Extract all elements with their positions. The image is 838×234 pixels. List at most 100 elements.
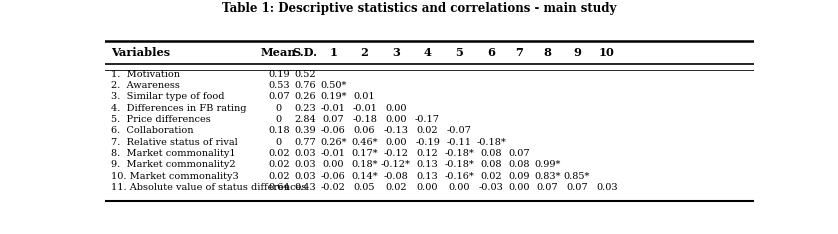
Text: 0.07: 0.07 (323, 115, 344, 124)
Text: 0.77: 0.77 (294, 138, 316, 147)
Text: 1.  Motivation: 1. Motivation (111, 69, 180, 79)
Text: 9.  Market commonality2: 9. Market commonality2 (111, 160, 235, 169)
Text: 8: 8 (544, 47, 551, 58)
Text: 0.39: 0.39 (294, 126, 316, 135)
Text: 0.02: 0.02 (268, 160, 290, 169)
Text: 0.12: 0.12 (416, 149, 438, 158)
Text: 5.  Price differences: 5. Price differences (111, 115, 211, 124)
Text: -0.12: -0.12 (383, 149, 408, 158)
Text: 0.08: 0.08 (509, 160, 530, 169)
Text: 0.19: 0.19 (268, 69, 290, 79)
Text: 0.06: 0.06 (354, 126, 375, 135)
Text: 0.18: 0.18 (268, 126, 290, 135)
Text: 0.05: 0.05 (354, 183, 375, 192)
Text: 0.76: 0.76 (294, 81, 316, 90)
Text: 0.50*: 0.50* (320, 81, 347, 90)
Text: -0.19: -0.19 (415, 138, 440, 147)
Text: 0.02: 0.02 (416, 126, 438, 135)
Text: 0.23: 0.23 (294, 104, 316, 113)
Text: 0.17*: 0.17* (351, 149, 378, 158)
Text: 5: 5 (456, 47, 463, 58)
Text: -0.18: -0.18 (352, 115, 377, 124)
Text: 0.14*: 0.14* (351, 172, 378, 181)
Text: 11. Absolute value of status differences: 11. Absolute value of status differences (111, 183, 307, 192)
Text: Table 1: Descriptive statistics and correlations - main study: Table 1: Descriptive statistics and corr… (222, 2, 616, 15)
Text: -0.18*: -0.18* (476, 138, 506, 147)
Text: 8.  Market commonality1: 8. Market commonality1 (111, 149, 235, 158)
Text: -0.03: -0.03 (478, 183, 504, 192)
Text: 0.07: 0.07 (566, 183, 587, 192)
Text: 1: 1 (329, 47, 338, 58)
Text: -0.02: -0.02 (321, 183, 346, 192)
Text: Mean: Mean (261, 47, 297, 58)
Text: 0.00: 0.00 (385, 104, 406, 113)
Text: 9: 9 (573, 47, 581, 58)
Text: 0.01: 0.01 (354, 92, 375, 101)
Text: 0.46*: 0.46* (351, 138, 378, 147)
Text: 0.26: 0.26 (294, 92, 316, 101)
Text: -0.18*: -0.18* (444, 160, 474, 169)
Text: 10. Market commonality3: 10. Market commonality3 (111, 172, 239, 181)
Text: 0.52: 0.52 (294, 69, 316, 79)
Text: S.D.: S.D. (292, 47, 318, 58)
Text: 7.  Relative status of rival: 7. Relative status of rival (111, 138, 238, 147)
Text: -0.08: -0.08 (383, 172, 408, 181)
Text: 0.07: 0.07 (268, 92, 290, 101)
Text: 2.84: 2.84 (294, 115, 316, 124)
Text: -0.01: -0.01 (352, 104, 377, 113)
Text: -0.11: -0.11 (447, 138, 472, 147)
Text: 0.26*: 0.26* (320, 138, 347, 147)
Text: 0.64: 0.64 (268, 183, 290, 192)
Text: 0.08: 0.08 (480, 160, 502, 169)
Text: 6: 6 (487, 47, 495, 58)
Text: 0.03: 0.03 (294, 172, 316, 181)
Text: 0.19*: 0.19* (320, 92, 347, 101)
Text: 0.00: 0.00 (323, 160, 344, 169)
Text: 10: 10 (599, 47, 615, 58)
Text: 0.09: 0.09 (509, 172, 530, 181)
Text: 4.  Differences in FB rating: 4. Differences in FB rating (111, 104, 246, 113)
Text: -0.12*: -0.12* (380, 160, 411, 169)
Text: 4: 4 (423, 47, 432, 58)
Text: -0.06: -0.06 (321, 126, 346, 135)
Text: 6.  Collaboration: 6. Collaboration (111, 126, 194, 135)
Text: 0.03: 0.03 (294, 160, 316, 169)
Text: -0.16*: -0.16* (444, 172, 474, 181)
Text: -0.07: -0.07 (447, 126, 472, 135)
Text: 0.99*: 0.99* (535, 160, 561, 169)
Text: 2.  Awareness: 2. Awareness (111, 81, 180, 90)
Text: 0.13: 0.13 (416, 160, 438, 169)
Text: 3: 3 (392, 47, 400, 58)
Text: -0.06: -0.06 (321, 172, 346, 181)
Text: 0.08: 0.08 (480, 149, 502, 158)
Text: 0.83*: 0.83* (535, 172, 561, 181)
Text: 0.02: 0.02 (480, 172, 502, 181)
Text: 0.02: 0.02 (268, 149, 290, 158)
Text: -0.01: -0.01 (321, 149, 346, 158)
Text: 0.00: 0.00 (385, 138, 406, 147)
Text: 0.43: 0.43 (294, 183, 316, 192)
Text: 0.18*: 0.18* (351, 160, 378, 169)
Text: Variables: Variables (111, 47, 170, 58)
Text: -0.17: -0.17 (415, 115, 440, 124)
Text: 0.00: 0.00 (385, 115, 406, 124)
Text: 0.03: 0.03 (596, 183, 618, 192)
Text: 0.00: 0.00 (416, 183, 438, 192)
Text: -0.13: -0.13 (383, 126, 408, 135)
Text: 0.02: 0.02 (385, 183, 406, 192)
Text: 3.  Similar type of food: 3. Similar type of food (111, 92, 225, 101)
Text: 0.00: 0.00 (448, 183, 470, 192)
Text: 0: 0 (276, 138, 282, 147)
Text: 0.13: 0.13 (416, 172, 438, 181)
Text: 0.85*: 0.85* (564, 172, 590, 181)
Text: 7: 7 (515, 47, 523, 58)
Text: 2: 2 (360, 47, 369, 58)
Text: -0.01: -0.01 (321, 104, 346, 113)
Text: -0.18*: -0.18* (444, 149, 474, 158)
Text: 0.53: 0.53 (268, 81, 290, 90)
Text: 0.07: 0.07 (537, 183, 558, 192)
Text: 0: 0 (276, 115, 282, 124)
Text: 0.07: 0.07 (509, 149, 530, 158)
Text: 0.00: 0.00 (509, 183, 530, 192)
Text: 0.03: 0.03 (294, 149, 316, 158)
